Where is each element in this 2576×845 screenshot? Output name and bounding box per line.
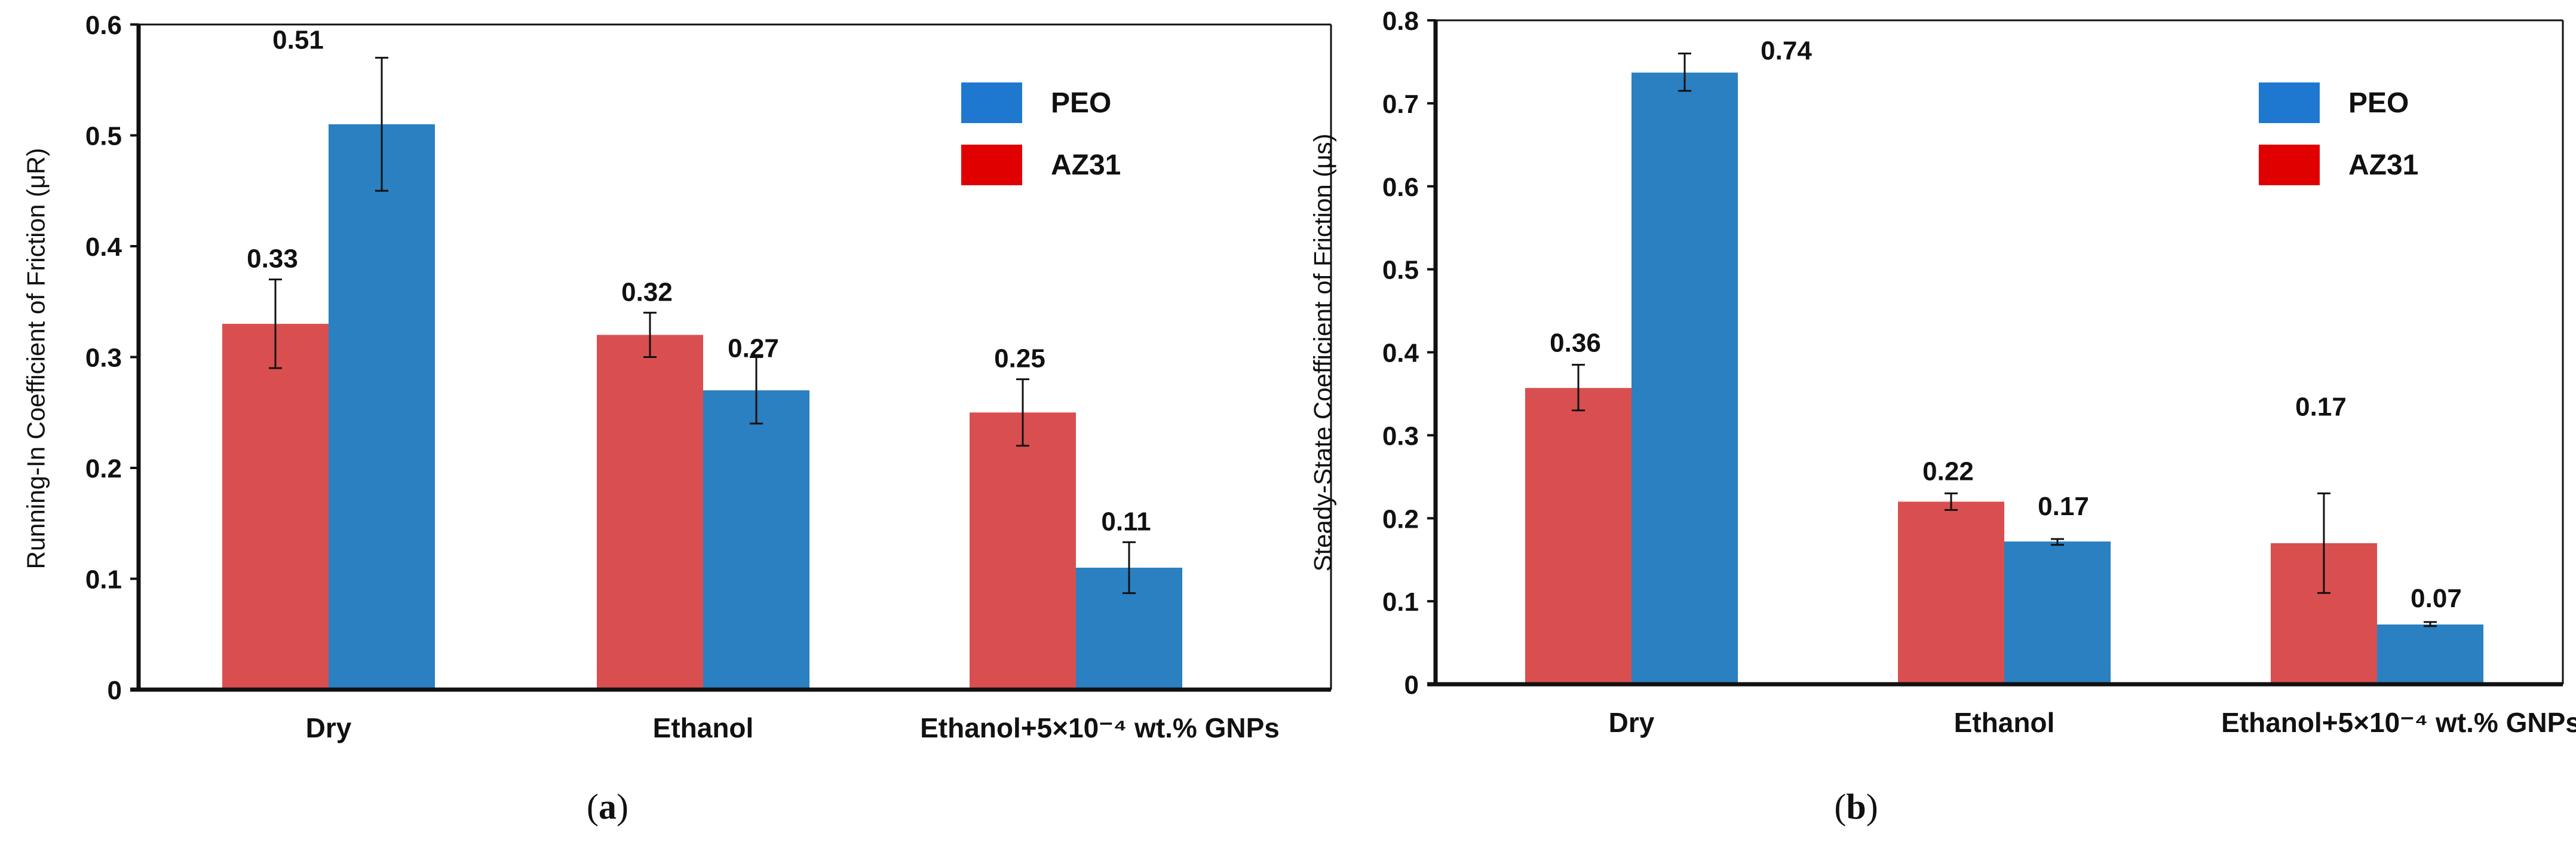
legend-label: AZ31 (2348, 149, 2418, 181)
data-label: 0.22 (1922, 457, 1974, 486)
panel-caption: (a) (587, 787, 628, 826)
y-tick-label: 0.7 (1382, 90, 1419, 119)
x-category-label: Dry (306, 712, 352, 743)
error-bar (1123, 541, 1136, 595)
y-tick-label: 0.4 (1382, 339, 1419, 368)
data-label: 0.36 (1550, 328, 1601, 357)
y-tick-label: 0.6 (85, 11, 122, 40)
caption-paren: ) (1866, 787, 1878, 826)
x-category-label: Ethanol (1954, 707, 2055, 738)
x-category-label: Ethanol+5×10⁻⁴ wt.% GNPs (2221, 707, 2576, 738)
caption-paren: ) (617, 787, 628, 826)
legend-swatch-az31 (2259, 145, 2320, 185)
y-tick-label: 0.1 (1382, 587, 1419, 617)
x-category-label: Ethanol+5×10⁻⁴ wt.% GNPs (920, 712, 1280, 743)
panel-caption: (b) (1834, 787, 1878, 826)
legend-swatch-peo (961, 82, 1022, 123)
chart-panel-b: 0.36 0.22 0.17 0.74 0.17 0.07 0 0.1 0.2 0.3 0.4 0.5… (1308, 7, 2576, 826)
x-category-label: Ethanol (653, 712, 754, 743)
y-tick-label: 0.3 (85, 344, 122, 373)
legend-label: PEO (1051, 87, 1111, 119)
data-label: 0.17 (2295, 393, 2347, 422)
y-tick-label: 0.5 (1382, 256, 1419, 285)
bar-peo (329, 124, 435, 690)
y-axis-label: Running-In Coefficient of Friction (μR) (22, 148, 50, 569)
legend: PEO AZ31 (961, 82, 1121, 185)
y-tick-label: 0.2 (1382, 504, 1419, 534)
bar-az31 (597, 335, 703, 690)
error-bar (2317, 492, 2330, 594)
error-bar (2051, 538, 2064, 546)
error-bar (1678, 53, 1691, 92)
error-bar (375, 57, 388, 192)
legend-label: AZ31 (1051, 149, 1121, 181)
data-label: 0.25 (994, 344, 1045, 373)
bar-az31 (970, 412, 1076, 690)
error-bar (2424, 621, 2437, 627)
error-bar (750, 356, 763, 425)
y-tick-label: 0.6 (1382, 173, 1419, 202)
legend-swatch-peo (2259, 82, 2320, 123)
legend-label: PEO (2348, 87, 2409, 119)
bar-peo (2004, 541, 2111, 684)
y-tick-label: 0.2 (85, 454, 122, 483)
data-label: 0.27 (728, 334, 779, 363)
y-tick-label: 0 (1404, 671, 1419, 700)
y-tick-label: 0.8 (1382, 7, 1419, 36)
bar-peo (2377, 624, 2483, 684)
data-label: 0.17 (2038, 492, 2089, 521)
data-label: 0.32 (621, 277, 673, 307)
bar-az31 (222, 323, 329, 690)
error-bar (1945, 492, 1958, 511)
data-label: 0.33 (247, 244, 298, 274)
data-label: 0.07 (2411, 584, 2462, 613)
bar-az31 (1525, 388, 1632, 684)
error-bar (269, 278, 282, 369)
y-tick-label: 0.3 (1382, 421, 1419, 451)
y-axis-label: Steady-State Coefficient of Friction (μs… (1308, 133, 1336, 571)
error-bar (1016, 378, 1029, 447)
caption-paren: ( (587, 787, 599, 826)
y-tick-label: 0 (108, 676, 122, 705)
data-label: 0.11 (1101, 507, 1151, 536)
x-category-label: Dry (1609, 707, 1655, 738)
error-bar (1572, 363, 1585, 412)
legend: PEO AZ31 (2259, 82, 2418, 185)
y-tick-label: 0.4 (85, 232, 122, 262)
bar-peo (703, 390, 809, 690)
data-label: 0.74 (1761, 36, 1812, 66)
data-label: 0.51 (272, 26, 324, 55)
caption-letter: a (599, 787, 617, 826)
y-tick-label: 0.1 (85, 565, 122, 595)
caption-paren: ( (1834, 787, 1846, 826)
bar-az31 (1898, 501, 2004, 684)
caption-letter: b (1846, 787, 1866, 826)
y-tick-label: 0.5 (85, 122, 122, 151)
chart-panel-a: 0.33 0.32 0.25 0.51 0.27 0.11 0 0.1 0.2 0.3 0.4 0.5… (22, 11, 1332, 826)
legend-swatch-az31 (961, 145, 1022, 185)
error-bar (643, 311, 657, 358)
bar-peo (1632, 72, 1738, 684)
